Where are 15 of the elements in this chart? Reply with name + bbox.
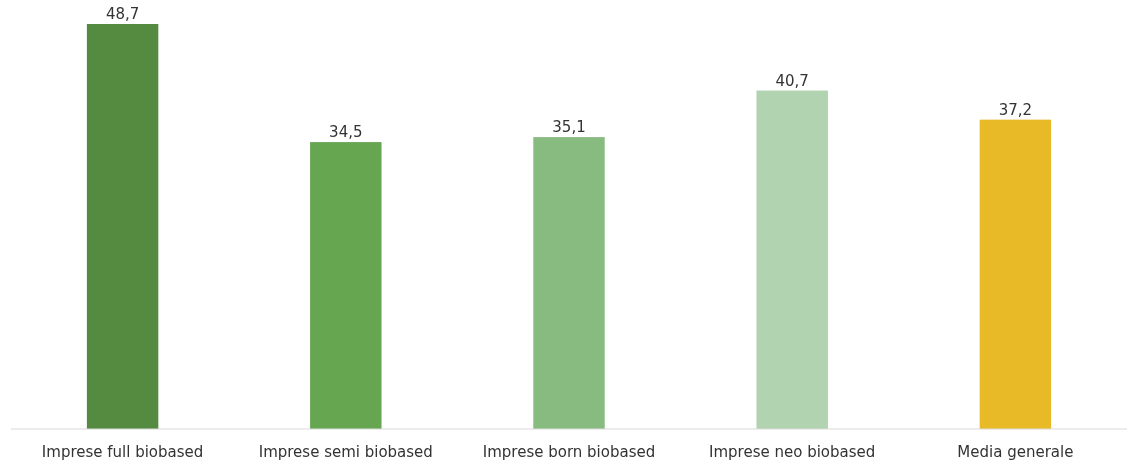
x-tick-label: Imprese born biobased [482, 443, 656, 461]
data-label: 37,2 [998, 100, 1033, 119]
bar [533, 137, 605, 429]
data-label: 35,1 [552, 118, 586, 137]
bar [756, 90, 828, 429]
data-label: 40,7 [775, 71, 809, 90]
x-tick-label: Media generale [957, 443, 1074, 461]
data-label: 34,5 [329, 123, 363, 142]
bar [979, 119, 1052, 429]
x-tick-label: Imprese semi biobased [258, 443, 433, 461]
data-label: 48,7 [105, 5, 140, 23]
bar [86, 24, 159, 429]
x-tick-label: Imprese full biobased [41, 443, 204, 461]
x-tick-label: Imprese neo biobased [709, 443, 876, 461]
bar [310, 142, 382, 429]
